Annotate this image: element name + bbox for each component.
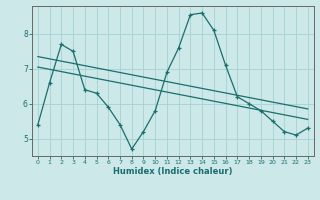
- X-axis label: Humidex (Indice chaleur): Humidex (Indice chaleur): [113, 167, 233, 176]
